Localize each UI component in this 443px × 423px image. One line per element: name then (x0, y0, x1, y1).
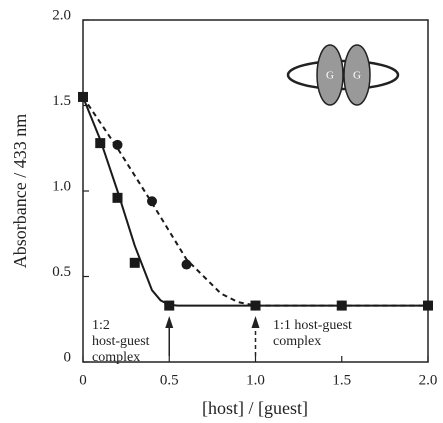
inset-label: G (353, 70, 361, 82)
x-tick-label: 0.5 (160, 372, 179, 388)
y-tick-label: 2.0 (52, 7, 71, 23)
inset-label: G (326, 70, 334, 82)
data-point (95, 138, 106, 149)
x-tick-label: 0 (79, 372, 87, 388)
fit-line (82, 96, 428, 307)
plot-frame (82, 19, 429, 363)
annotation-text: 1:1 host-guest (273, 318, 352, 333)
y-tick-label: 1.0 (52, 178, 71, 194)
annotation-text: complex (92, 350, 140, 365)
x-tick-label: 1.5 (332, 372, 351, 388)
data-point (112, 192, 123, 203)
y-tick-label: 0 (64, 349, 72, 365)
y-tick-label: 1.5 (52, 93, 71, 109)
inset-guest (316, 44, 344, 106)
inset-ring (286, 59, 400, 91)
data-point (129, 257, 140, 268)
fit-line (82, 96, 428, 307)
y-tick-label: 0.5 (52, 264, 71, 280)
annotation-text: host-guest (92, 334, 150, 349)
annotation-text: complex (273, 334, 321, 349)
inset-icon: G G (286, 44, 400, 106)
x-tick-label: 1.0 (246, 372, 265, 388)
annotation-text: 1:2 (92, 318, 110, 333)
x-tick-label: 2.0 (419, 372, 438, 388)
data-point (112, 139, 123, 150)
y-axis-label: Absorbance / 433 nm (10, 114, 30, 268)
data-point (181, 259, 192, 270)
arrow-head (251, 316, 260, 328)
inset-guest (343, 44, 371, 106)
x-axis-label: [host] / [guest] (202, 398, 308, 418)
arrow-head (165, 316, 174, 328)
